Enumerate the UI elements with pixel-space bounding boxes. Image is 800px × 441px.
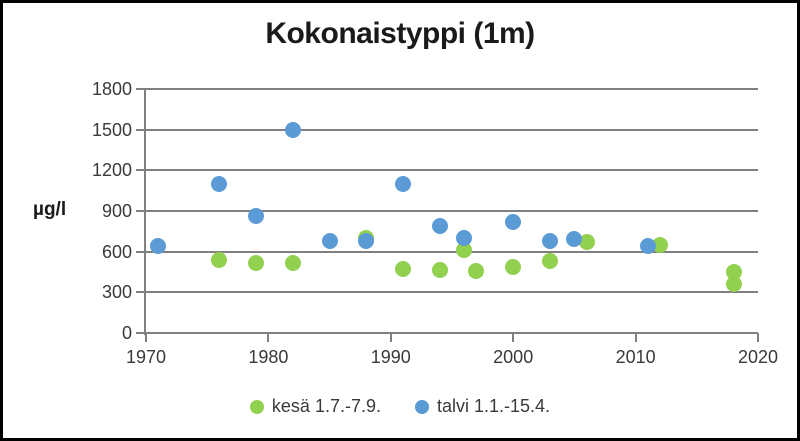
y-tick-label: 1500 — [91, 119, 132, 140]
legend-item-kesa: kesä 1.7.-7.9. — [249, 396, 381, 417]
legend-item-talvi: talvi 1.1.-15.4. — [415, 396, 550, 417]
x-axis-tick — [634, 333, 637, 342]
x-axis-tick — [389, 333, 392, 342]
kesa-marker-icon — [249, 399, 264, 414]
data-point-talvi — [321, 232, 338, 249]
x-tick-label: 2000 — [493, 347, 534, 367]
plot-area: 0 300 600 900 1200 1500 1800 1970 1980 1990 2000 20… — [92, 80, 778, 367]
x-tick-label: 1980 — [248, 347, 289, 367]
data-point-kesa — [725, 276, 742, 293]
x-tick-label: 1990 — [370, 347, 411, 367]
data-point-kesa — [652, 236, 669, 253]
data-point-talvi — [639, 238, 656, 255]
data-point-talvi — [150, 238, 167, 255]
talvi-marker-icon — [415, 399, 429, 414]
y-axis-tick — [136, 250, 146, 253]
y-tick-label: 600 — [101, 241, 132, 262]
chart-title: Kokonaistyppi (1m) — [265, 17, 535, 50]
data-point-talvi — [456, 230, 473, 247]
y-axis-tick — [136, 210, 146, 212]
y-axis-tick — [136, 88, 146, 90]
data-point-talvi — [431, 217, 448, 234]
legend-label-talvi: talvi 1.1.-15.4. — [437, 396, 551, 416]
data-point-kesa — [211, 251, 228, 268]
x-axis-tick — [267, 333, 270, 342]
y-axis-tick — [136, 128, 146, 131]
data-point-talvi — [541, 232, 558, 249]
data-point-kesa — [541, 253, 558, 270]
gridline — [146, 291, 758, 294]
data-point-kesa — [248, 255, 265, 272]
data-point-kesa — [395, 261, 412, 278]
data-point-kesa — [725, 264, 742, 280]
y-axis-label: µg/l — [33, 199, 67, 220]
data-point-kesa — [431, 261, 448, 278]
gridline — [146, 88, 758, 90]
y-axis-tick — [136, 169, 146, 172]
data-point-kesa — [456, 242, 473, 259]
data-point-talvi — [211, 175, 228, 192]
data-point-talvi — [284, 121, 301, 138]
data-point-kesa — [284, 255, 301, 272]
y-axis-line — [144, 89, 146, 335]
data-point-kesa — [578, 234, 595, 251]
y-tick-label: 300 — [101, 282, 132, 303]
x-axis-tick — [145, 333, 147, 342]
legend-label-kesa: kesä 1.7.-7.9. — [271, 396, 381, 416]
gridline — [146, 169, 758, 172]
x-tick-label: 1970 — [125, 347, 167, 367]
data-point-kesa — [505, 258, 522, 275]
gridline — [146, 210, 758, 212]
gridline — [146, 250, 758, 253]
data-point-talvi — [566, 231, 583, 248]
y-axis-tick — [136, 291, 146, 294]
gridline — [146, 128, 758, 131]
data-point-talvi — [395, 175, 412, 192]
x-tick-label: 2020 — [737, 347, 779, 367]
x-tick-label: 2010 — [615, 347, 656, 367]
x-axis-tick — [512, 333, 515, 342]
data-point-talvi — [248, 208, 265, 225]
y-tick-label: 1800 — [91, 79, 132, 99]
y-tick-label: 1200 — [91, 160, 132, 181]
data-point-talvi — [505, 213, 522, 230]
data-point-talvi — [358, 232, 375, 249]
y-axis-tick — [136, 332, 146, 334]
gridline — [146, 332, 758, 334]
legend: kesä 1.7.-7.9. talvi 1.1.-15.4. — [3, 396, 797, 417]
x-axis-tick — [757, 333, 759, 342]
y-tick-label: 0 — [121, 323, 132, 343]
data-point-kesa — [468, 262, 485, 279]
y-tick-label: 900 — [101, 201, 132, 221]
